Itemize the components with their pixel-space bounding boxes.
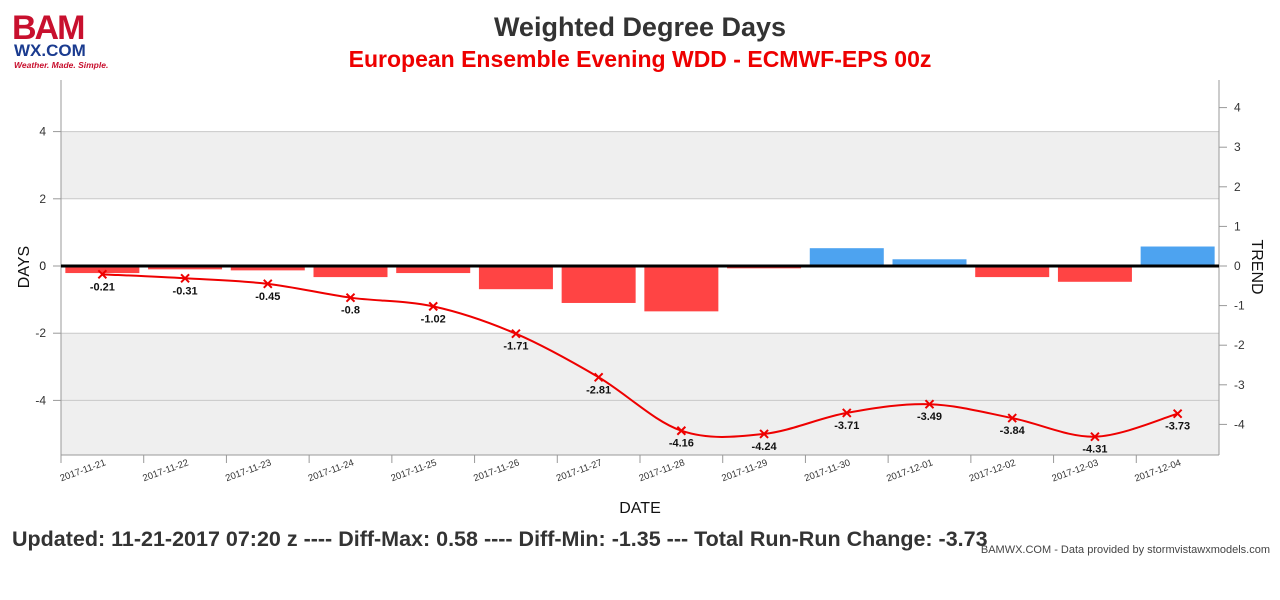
left-tick-label: -4 xyxy=(35,393,46,407)
right-tick-label: 4 xyxy=(1234,101,1241,115)
logo-tagline: Weather. Made. Simple. xyxy=(14,60,109,70)
right-tick-label: 2 xyxy=(1234,180,1241,194)
x-tick-label: 2017-12-03 xyxy=(1051,457,1100,484)
trend-data-label: -0.8 xyxy=(341,305,360,317)
left-tick-label: 2 xyxy=(39,192,46,206)
trend-marker xyxy=(511,329,521,339)
update-summary: Updated: 11-21-2017 07:20 z ---- Diff-Ma… xyxy=(12,527,988,551)
left-tick-label: 4 xyxy=(39,125,46,139)
x-tick-label: 2017-12-01 xyxy=(885,457,934,484)
trend-data-label: -0.21 xyxy=(90,281,115,293)
x-axis-title: DATE xyxy=(619,500,660,517)
bar xyxy=(230,266,305,271)
x-tick-label: 2017-11-22 xyxy=(141,457,190,484)
trend-data-label: -3.49 xyxy=(917,411,942,423)
left-tick-label: -2 xyxy=(35,326,46,340)
trend-marker xyxy=(345,292,356,303)
x-tick-label: 2017-12-04 xyxy=(1133,457,1182,484)
bar xyxy=(644,266,719,312)
right-tick-label: 0 xyxy=(1234,259,1241,273)
right-tick-label: -1 xyxy=(1234,299,1245,313)
bar xyxy=(1057,266,1132,282)
trend-data-label: -3.84 xyxy=(1000,425,1026,437)
y2-axis-title: TREND xyxy=(1248,239,1265,294)
plot-band xyxy=(61,333,1219,401)
chart-title: Weighted Degree Days xyxy=(493,12,787,42)
trend-marker xyxy=(1090,431,1100,442)
bar xyxy=(975,266,1050,278)
trend-marker xyxy=(842,408,852,418)
data-credit: BAMWX.COM - Data provided by stormvistaw… xyxy=(980,544,1270,556)
bar xyxy=(313,266,388,278)
bar xyxy=(65,266,140,274)
trend-marker xyxy=(759,429,769,439)
trend-data-label: -3.73 xyxy=(1165,421,1190,433)
bamwx-logo: BAM WX.COM Weather. Made. Simple. xyxy=(12,9,116,74)
trend-marker xyxy=(180,273,190,283)
x-tick-label: 2017-11-23 xyxy=(224,457,273,484)
plot-band xyxy=(61,131,1219,199)
trend-marker xyxy=(593,372,604,382)
plot-band xyxy=(61,80,1219,132)
trend-data-label: -0.31 xyxy=(173,285,198,297)
bar xyxy=(809,248,884,266)
trend-data-label: -1.71 xyxy=(503,341,528,353)
bar xyxy=(396,266,471,274)
trend-data-label: -4.24 xyxy=(752,441,778,453)
x-tick-label: 2017-11-24 xyxy=(307,457,356,484)
bar xyxy=(561,266,636,303)
right-tick-label: -4 xyxy=(1234,417,1245,431)
x-tick-label: 2017-11-26 xyxy=(472,457,521,484)
right-tick-label: 3 xyxy=(1234,140,1241,154)
trend-data-label: -4.31 xyxy=(1082,444,1107,456)
trend-marker xyxy=(676,426,687,436)
trend-line xyxy=(102,273,1178,438)
x-tick-label: 2017-12-02 xyxy=(968,457,1017,484)
plot-band xyxy=(61,400,1219,455)
left-tick-label: 0 xyxy=(39,259,46,273)
bar xyxy=(478,266,553,290)
trend-marker xyxy=(924,399,935,409)
trend-data-label: -1.02 xyxy=(421,313,446,325)
left-tick-label: 0 xyxy=(39,259,46,273)
x-tick-label: 2017-11-21 xyxy=(59,457,108,484)
right-tick-label: 1 xyxy=(1234,219,1241,233)
trend-marker xyxy=(97,269,108,280)
trend-marker xyxy=(263,279,273,289)
chart-subtitle: European Ensemble Evening WDD - ECMWF-EP… xyxy=(348,46,932,72)
x-tick-label: 2017-11-28 xyxy=(638,457,687,484)
trend-marker xyxy=(1172,409,1183,419)
logo-wx-text: WX.COM xyxy=(14,41,86,60)
y-axis-title: DAYS xyxy=(16,246,33,288)
bar xyxy=(892,259,967,266)
right-tick-label: -3 xyxy=(1234,378,1245,392)
trend-data-label: -4.16 xyxy=(669,438,694,450)
x-tick-label: 2017-11-29 xyxy=(720,457,769,484)
trend-marker xyxy=(1007,413,1017,423)
trend-data-label: -3.71 xyxy=(834,420,859,432)
logo-bam-text: BAM xyxy=(12,9,85,47)
bar xyxy=(148,266,223,270)
x-tick-label: 2017-11-25 xyxy=(389,457,438,484)
trend-data-label: -0.45 xyxy=(255,291,280,303)
trend-data-label: -2.81 xyxy=(586,384,611,396)
x-tick-label: 2017-11-30 xyxy=(803,457,852,484)
trend-marker xyxy=(428,301,438,312)
x-tick-label: 2017-11-27 xyxy=(555,457,604,484)
right-tick-label: -2 xyxy=(1234,338,1245,352)
bar xyxy=(1140,246,1215,266)
